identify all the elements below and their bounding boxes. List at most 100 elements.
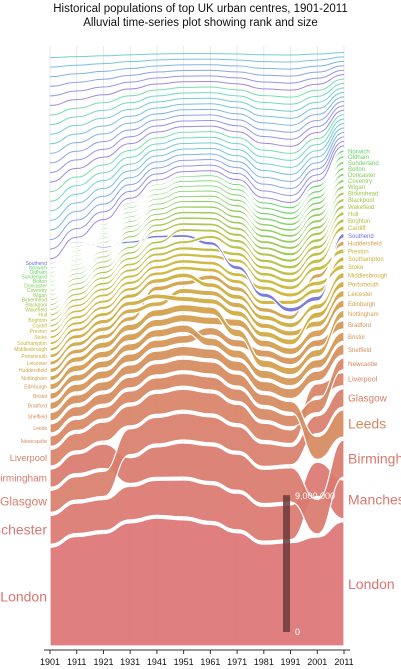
band-southend xyxy=(49,232,345,313)
chart-title: Historical populations of top UK urban c… xyxy=(53,3,348,15)
minor-series-lines xyxy=(49,51,345,260)
left-label-sheffield: Sheffield xyxy=(28,414,48,420)
band-portsmouth xyxy=(49,280,345,359)
right-label-manchester: Manchester xyxy=(348,491,401,507)
minor-line xyxy=(49,105,345,173)
band-nottingham xyxy=(49,303,345,382)
right-label-middlesbrough: Middlesbrough xyxy=(348,273,387,279)
minor-line xyxy=(49,87,345,135)
right-label-wakefield: Wakefield xyxy=(348,205,374,211)
right-label-stoke: Stoke xyxy=(348,265,364,271)
x-tick-label-1961: 1961 xyxy=(200,657,220,667)
band-southampton xyxy=(49,256,345,346)
band-leicester xyxy=(49,287,345,366)
left-label-doncaster: Doncaster xyxy=(24,284,47,290)
right-label-norwich: Norwich xyxy=(348,149,370,155)
left-label-huddersfield: Huddersfield xyxy=(19,368,47,374)
right-label-newcastle: Newcastle xyxy=(348,361,378,368)
minor-line xyxy=(49,140,345,250)
left-label-birkenhead: Birkenhead xyxy=(22,298,48,304)
band-coventry xyxy=(49,178,345,292)
left-label-nottingham: Nottingham xyxy=(21,376,47,382)
right-label-southampton: Southampton xyxy=(348,257,384,263)
right-label-sunderland: Sunderland xyxy=(348,161,379,167)
minor-line xyxy=(49,51,345,59)
left-label-cardiff: Cardiff xyxy=(32,324,47,330)
band-bolton xyxy=(49,166,345,283)
band-blackpool xyxy=(49,197,345,307)
right-label-bolton: Bolton xyxy=(348,167,365,173)
band-oldham xyxy=(49,154,345,274)
right-label-glasgow: Glasgow xyxy=(348,393,388,404)
x-axis: 1901 1911 1921 1931 1941 1951 1961 1971 1981 1991… xyxy=(40,649,354,667)
right-label-wigan: Wigan xyxy=(348,185,365,191)
band-london xyxy=(49,517,345,647)
right-label-hull: Hull xyxy=(348,212,358,218)
minor-line xyxy=(49,114,345,193)
minor-line xyxy=(49,145,345,260)
x-tick-label-1981: 1981 xyxy=(254,657,274,667)
right-label-leeds: Leeds xyxy=(348,415,386,431)
band-bristol xyxy=(49,324,345,400)
right-label-southend: Southend xyxy=(348,234,374,240)
left-label-hull: Hull xyxy=(38,313,47,319)
left-label-bolton: Bolton xyxy=(33,279,47,285)
scale-bar-rect xyxy=(283,495,290,632)
left-label-bristol: Bristol xyxy=(33,394,47,400)
left-label-bradford: Bradford xyxy=(28,404,47,410)
left-label-leeds: Leeds xyxy=(33,426,47,432)
right-label-oldham: Oldham xyxy=(348,155,369,161)
x-tick-label-1901: 1901 xyxy=(40,657,60,667)
right-label-coventry: Coventry xyxy=(348,179,372,185)
band-manchester xyxy=(49,461,345,545)
left-label-liverpool: Liverpool xyxy=(10,453,47,463)
right-labels: London Manchester Birmingham Glasgow Liverpo… xyxy=(348,149,401,592)
band-leeds xyxy=(49,358,345,460)
minor-line xyxy=(49,118,345,202)
minor-line xyxy=(49,91,345,145)
band-sheffield xyxy=(49,343,345,422)
scale-bar-bottom-label: 0 xyxy=(295,627,300,637)
left-label-brighton: Brighton xyxy=(28,318,47,324)
left-label-blackpool: Blackpool xyxy=(25,302,47,308)
right-label-cardiff: Cardiff xyxy=(348,226,366,232)
minor-line xyxy=(49,109,345,183)
right-label-edinburgh: Edinburgh xyxy=(348,302,375,308)
minor-line xyxy=(49,127,345,221)
band-cardiff xyxy=(49,225,345,328)
band-birkenhead xyxy=(49,191,345,302)
minor-line xyxy=(49,96,345,154)
right-label-nottingham: Nottingham xyxy=(348,312,379,318)
band-wigan xyxy=(49,184,345,297)
left-label-oldham: Oldham xyxy=(29,270,47,276)
band-liverpool xyxy=(49,371,345,467)
x-tick-label-1971: 1971 xyxy=(227,657,247,667)
left-label-portsmouth: Portsmouth xyxy=(21,354,47,360)
minor-line xyxy=(49,78,345,116)
right-label-huddersfield: Huddersfield xyxy=(348,241,382,247)
left-label-stoke: Stoke xyxy=(34,335,47,341)
left-label-preston: Preston xyxy=(30,329,47,335)
minor-line xyxy=(49,60,345,78)
right-label-preston: Preston xyxy=(348,249,369,255)
left-label-wakefield: Wakefield xyxy=(25,307,47,313)
band-edinburgh xyxy=(49,299,345,391)
right-label-blackpool: Blackpool xyxy=(348,198,374,204)
left-label-london: London xyxy=(0,589,47,605)
left-label-edinburgh: Edinburgh xyxy=(24,385,47,391)
x-tick-label-1941: 1941 xyxy=(147,657,167,667)
band-stoke xyxy=(49,258,345,340)
minor-line xyxy=(49,123,345,212)
minor-line xyxy=(49,69,345,97)
band-sunderland xyxy=(49,160,345,279)
x-tick-label-2011: 2011 xyxy=(334,657,353,667)
band-hull xyxy=(49,211,345,317)
minor-line xyxy=(49,83,345,126)
x-tick-label-2001: 2001 xyxy=(307,657,327,667)
right-label-sheffield: Sheffield xyxy=(348,348,371,354)
minor-line xyxy=(49,100,345,164)
scale-bar-top-label: 9,000,000 xyxy=(295,491,335,501)
right-label-leicester: Leicester xyxy=(348,292,372,298)
